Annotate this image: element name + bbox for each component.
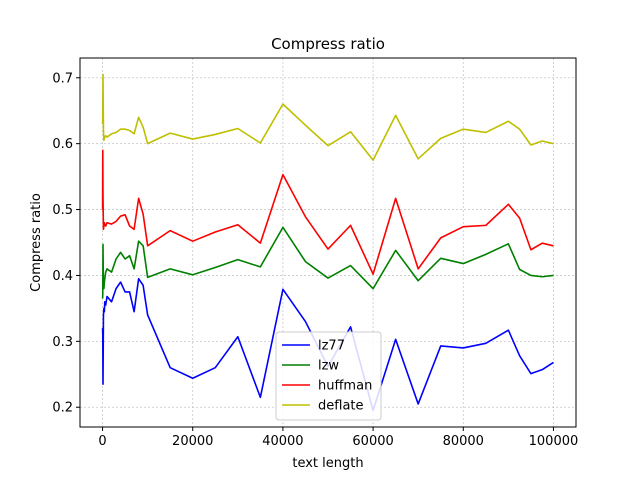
y-tick-label: 0.4 xyxy=(52,269,73,284)
y-tick-label: 0.6 xyxy=(52,137,73,152)
x-tick-label: 60000 xyxy=(352,434,393,449)
y-tick-label: 0.3 xyxy=(52,335,73,350)
chart-title: Compress ratio xyxy=(271,35,385,53)
series-line-lz77 xyxy=(101,277,554,412)
plot-frame xyxy=(79,57,577,428)
x-tick-label: 80000 xyxy=(443,434,484,449)
x-tick-label: 40000 xyxy=(262,434,303,449)
legend-label-lzw: lzw xyxy=(318,359,339,374)
series-line-deflate xyxy=(101,73,554,161)
series-line-huffman xyxy=(101,149,554,275)
legend-label-huffman: huffman xyxy=(318,379,372,394)
legend-label-deflate: deflate xyxy=(318,399,364,414)
series-lines xyxy=(101,73,554,412)
legend: lz77 lzw huffman deflate xyxy=(275,331,382,421)
x-axis-label: text length xyxy=(292,456,363,471)
legend-label-lz77: lz77 xyxy=(318,339,345,354)
legend-box xyxy=(275,331,382,421)
x-tick-label: 0 xyxy=(98,434,106,449)
y-axis-label: Compress ratio xyxy=(29,193,44,292)
x-tick-label: 100000 xyxy=(529,434,579,449)
axis-ticks: 0 20000 40000 60000 80000 100000 0.2 0.3 0.4 0.5 0… xyxy=(52,71,578,449)
x-tick-label: 20000 xyxy=(172,434,213,449)
y-tick-label: 0.7 xyxy=(52,71,73,86)
y-tick-label: 0.2 xyxy=(52,401,73,416)
series-line-lzw xyxy=(101,226,554,299)
y-tick-label: 0.5 xyxy=(52,203,73,218)
